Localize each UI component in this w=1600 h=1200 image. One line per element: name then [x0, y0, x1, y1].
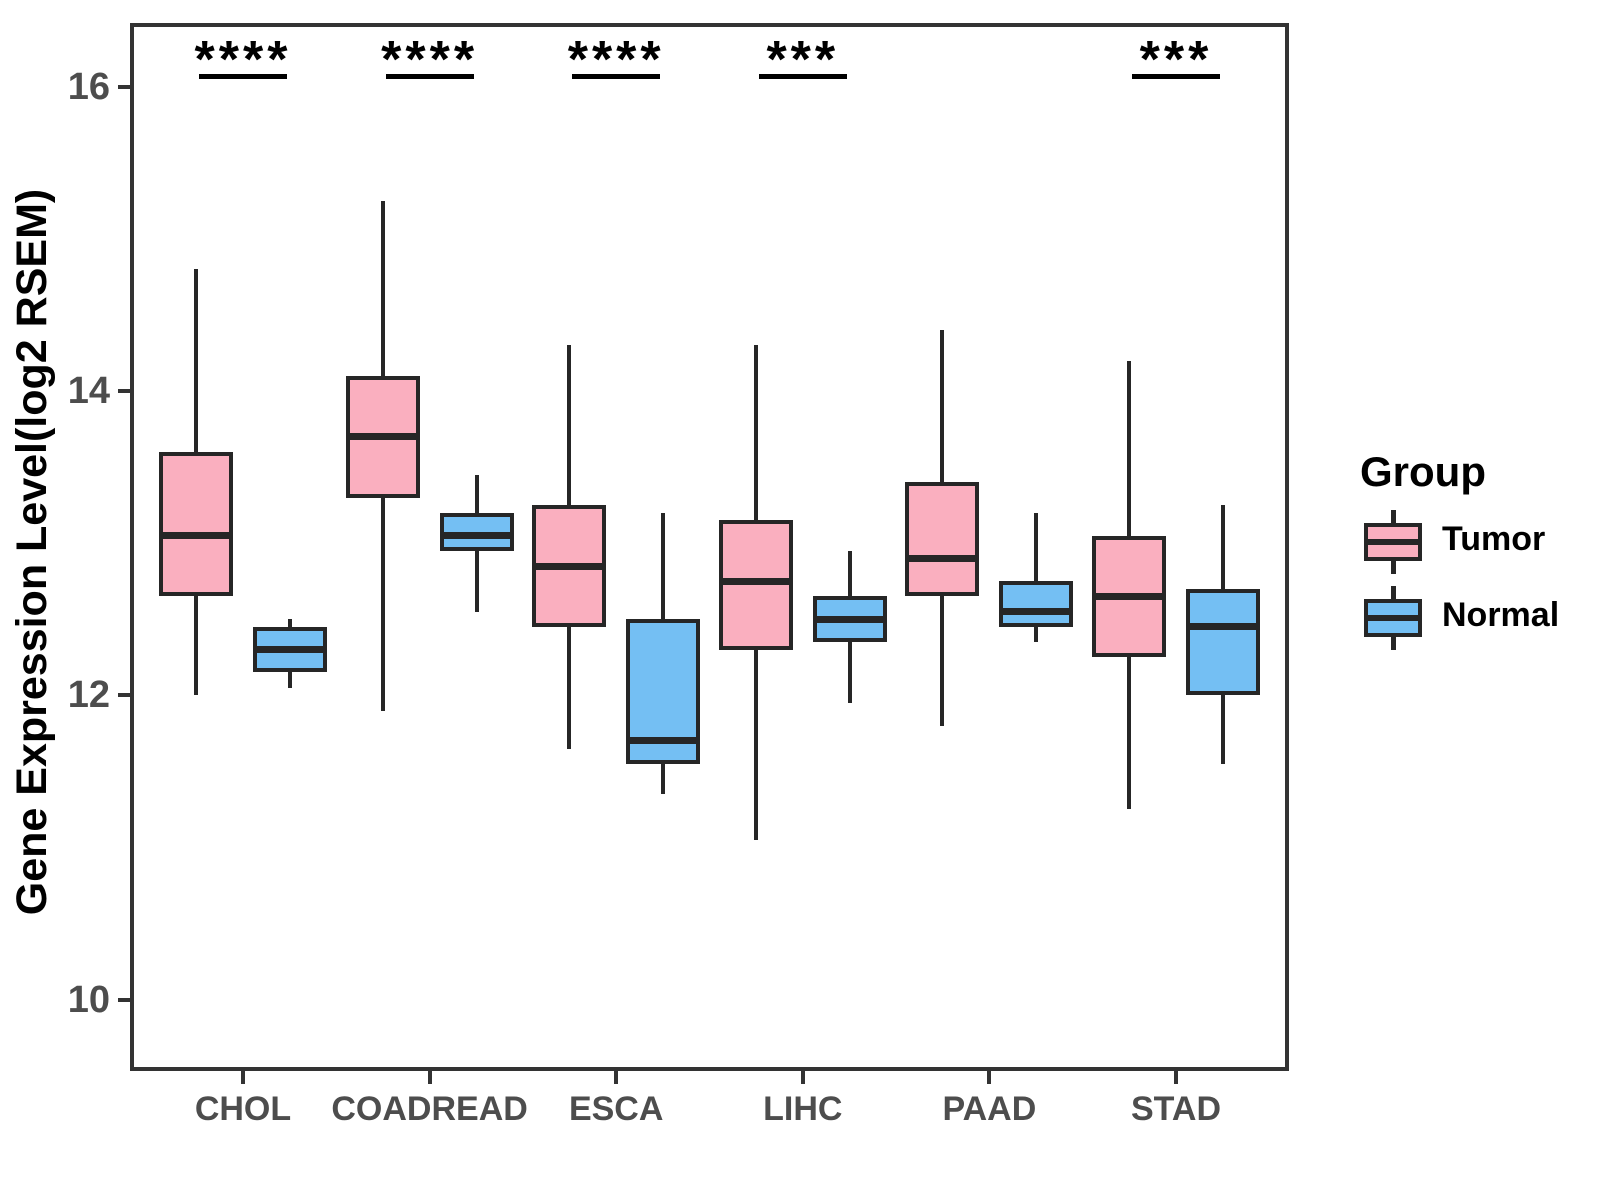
legend-title: Group	[1360, 448, 1486, 495]
PAAD-tumor-median	[905, 554, 980, 562]
y-tick-label-16: 16	[67, 65, 110, 108]
legend-label-tumor: Tumor	[1442, 520, 1546, 558]
PAAD-normal-box	[999, 581, 1074, 627]
PAAD-tumor-box	[905, 482, 980, 597]
COADREAD-tumor-median	[345, 433, 420, 441]
legend-key-tumor	[1364, 510, 1422, 574]
significance-stars-ESCA: ****	[567, 31, 665, 89]
x-axis-tick-PAAD	[987, 1071, 992, 1084]
x-axis-tick-LIHC	[800, 1071, 805, 1084]
legend-normal-median-icon	[1364, 615, 1422, 621]
significance-stars-LIHC: ***	[766, 31, 840, 89]
y-axis-tick-10	[118, 997, 130, 1002]
LIHC-normal-median	[812, 615, 887, 623]
legend-label-normal: Normal	[1442, 596, 1560, 634]
y-tick-label-10: 10	[67, 978, 110, 1021]
COADREAD-normal-box	[439, 512, 514, 551]
y-axis-title: Gene Expression Level(log2 RSEM)	[8, 188, 56, 916]
STAD-tumor-median	[1092, 592, 1166, 600]
significance-bar-LIHC	[758, 74, 847, 79]
y-axis-tick-16	[118, 84, 130, 89]
y-axis-tick-12	[118, 693, 130, 698]
STAD-normal-median	[1186, 623, 1260, 631]
x-tick-label-CHOL: CHOL	[194, 1090, 292, 1128]
x-tick-label-PAAD: PAAD	[942, 1090, 1037, 1128]
STAD-normal-box	[1186, 588, 1260, 696]
significance-bar-STAD	[1132, 74, 1220, 79]
CHOL-tumor-box	[159, 451, 233, 597]
significance-bar-COADREAD	[385, 74, 474, 79]
x-axis-tick-COADREAD	[427, 1071, 432, 1084]
x-tick-label-COADREAD: COADREAD	[331, 1090, 528, 1128]
y-tick-label-14: 14	[67, 370, 110, 413]
significance-stars-CHOL: ****	[194, 31, 292, 89]
significance-bar-ESCA	[572, 74, 661, 79]
y-axis-tick-14	[118, 389, 130, 394]
significance-stars-STAD: ***	[1139, 31, 1213, 89]
ESCA-normal-median	[626, 737, 701, 745]
PAAD-normal-whisker	[1034, 512, 1039, 643]
x-axis-tick-STAD	[1174, 1071, 1178, 1084]
legend: Group Tumor Normal	[1330, 440, 1600, 670]
x-axis-tick-ESCA	[614, 1071, 619, 1084]
legend-tumor-median-icon	[1364, 539, 1422, 545]
PAAD-normal-median	[999, 608, 1074, 616]
COADREAD-normal-median	[439, 532, 514, 540]
LIHC-tumor-box	[718, 520, 793, 650]
significance-bar-CHOL	[199, 74, 287, 79]
x-tick-label-ESCA: ESCA	[568, 1090, 664, 1128]
x-tick-label-STAD: STAD	[1130, 1090, 1222, 1128]
x-axis-tick-CHOL	[241, 1071, 245, 1084]
LIHC-tumor-median	[718, 577, 793, 585]
CHOL-tumor-median	[159, 532, 233, 540]
plot-panel	[130, 23, 1289, 1071]
y-tick-label-12: 12	[67, 674, 110, 717]
significance-stars-COADREAD: ****	[381, 31, 479, 89]
legend-key-normal	[1364, 586, 1422, 650]
ESCA-tumor-median	[532, 562, 607, 570]
x-tick-label-LIHC: LIHC	[763, 1090, 843, 1128]
CHOL-normal-median	[253, 646, 327, 654]
